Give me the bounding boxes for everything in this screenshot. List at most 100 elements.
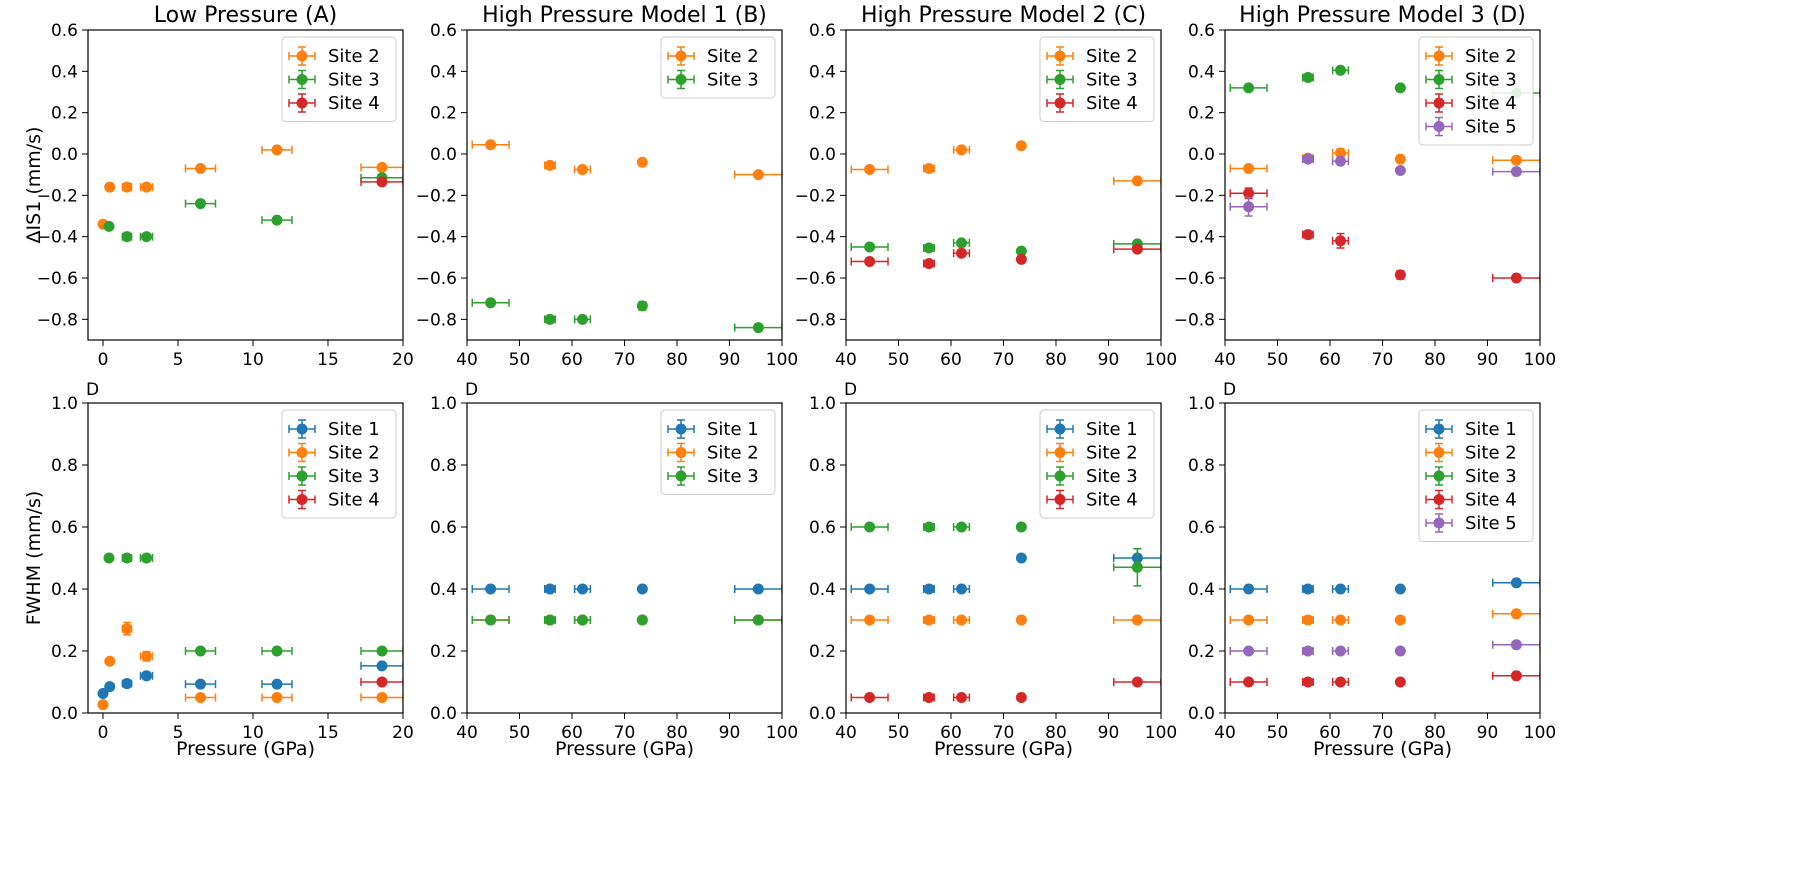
subplot-8: 40 50 60 70 80 90 100 0.0 0.2 0.4 0.6 0.8 1.0 Pressur… [1188, 380, 1556, 760]
x-tick-label: 40 [456, 350, 478, 370]
marker [1394, 645, 1406, 657]
marker [577, 313, 588, 325]
legend-entry: Site 1 [667, 419, 759, 440]
y-tick-label: 0.8 [51, 456, 78, 476]
y-tick-label: 0.4 [809, 62, 836, 82]
legend-marker [1433, 470, 1445, 482]
y-tick-label: 0.2 [51, 104, 78, 124]
legend-marker [296, 447, 308, 458]
marker [923, 692, 935, 703]
marker [376, 161, 388, 173]
data-point-site-2 [850, 164, 889, 175]
legend-label: Site 2 [328, 46, 380, 67]
x-tick-label: 60 [561, 723, 583, 743]
marker [1335, 645, 1346, 657]
y-tick-label: −0.4 [795, 228, 836, 248]
data-point-site-4 [922, 692, 935, 703]
y-tick-label: 0.4 [430, 580, 457, 600]
x-tick-label: 100 [766, 350, 798, 370]
subplot-title: High Pressure Model 1 (B) [482, 3, 767, 28]
data-point-site-3 [1229, 82, 1268, 94]
subplot-6: 40 50 60 70 80 90 100 0.0 0.2 0.4 0.6 0.8 1.0 Pressur… [430, 380, 798, 760]
marker [1302, 229, 1314, 241]
marker [956, 614, 967, 626]
y-tick-label: −0.2 [37, 186, 78, 206]
y-tick-label: 0.2 [51, 642, 78, 662]
legend-marker [675, 50, 687, 62]
legend-entry: Site 3 [667, 466, 759, 487]
data-point-site-2 [1394, 153, 1406, 165]
marker [485, 139, 497, 151]
legend-entry: Site 4 [1425, 93, 1517, 114]
marker [195, 678, 206, 690]
x-tick-label: 90 [1477, 723, 1499, 743]
data-point-site-2 [636, 156, 648, 168]
marker [97, 687, 109, 699]
data-point-site-2 [850, 614, 889, 626]
data-point-site-2 [573, 164, 592, 175]
marker [577, 583, 588, 595]
marker [923, 242, 935, 254]
y-tick-label: 0.6 [430, 518, 457, 538]
data-point-site-2 [360, 692, 403, 703]
axes-frame [87, 29, 404, 341]
legend-box [281, 409, 397, 519]
data-point-site-3 [922, 242, 935, 254]
marker [271, 144, 283, 156]
y-tick-label: −0.6 [1174, 269, 1215, 289]
legend-box [660, 409, 776, 495]
legend-label: Site 3 [1465, 70, 1517, 91]
x-tick-label: 0 [98, 723, 109, 743]
y-tick-label: 0.4 [1188, 62, 1215, 82]
marker [1131, 243, 1143, 255]
marker [1510, 166, 1522, 178]
data-point-site-2 [360, 161, 403, 173]
legend-box [1418, 409, 1534, 542]
data-layer [850, 521, 1161, 703]
x-tick-label: 70 [993, 723, 1015, 743]
data-point-site-4 [1015, 253, 1027, 265]
y-tick-label: −0.4 [1174, 228, 1215, 248]
marker [97, 699, 109, 711]
marker [104, 655, 116, 667]
y-tick-label: −0.4 [37, 228, 78, 248]
marker [956, 237, 967, 249]
data-point-site-2 [922, 162, 935, 174]
marker [864, 583, 876, 595]
data-point-site-4 [1229, 676, 1268, 688]
y-tick-label: 0.2 [809, 104, 836, 124]
marker [544, 313, 556, 325]
marker [752, 614, 764, 626]
marker [195, 162, 206, 174]
data-point-site-3 [184, 645, 217, 657]
marker [1243, 614, 1255, 626]
marker [271, 645, 283, 657]
marker [141, 552, 152, 564]
data-point-site-2 [543, 159, 556, 171]
data-layer [471, 583, 782, 626]
x-tick-label: 15 [317, 350, 339, 370]
data-point-site-1 [184, 678, 217, 690]
legend-label: Site 1 [1086, 419, 1138, 440]
legend-label: Site 3 [328, 70, 380, 91]
marker [1302, 153, 1314, 165]
data-point-site-3 [103, 220, 115, 232]
legend-marker [1433, 494, 1445, 505]
legend-marker [296, 494, 308, 505]
data-point-site-3 [471, 297, 510, 309]
legend-marker [1433, 423, 1445, 435]
marker [1394, 614, 1406, 626]
y-tick-label: 0.0 [1188, 145, 1215, 165]
data-point-site-3 [850, 521, 889, 533]
marker [864, 692, 876, 703]
data-layer [471, 139, 782, 334]
data-point-site-3 [1301, 72, 1314, 84]
subplot-5: 0 5 10 15 20 0.0 0.2 0.4 0.6 0.8 1.0 Pressure (GPa)… [23, 380, 414, 760]
x-tick-label: 100 [766, 723, 798, 743]
legend-marker [296, 74, 308, 85]
data-point-site-1 [1015, 552, 1027, 564]
x-tick-label: 40 [1214, 350, 1236, 370]
marker [923, 258, 935, 270]
